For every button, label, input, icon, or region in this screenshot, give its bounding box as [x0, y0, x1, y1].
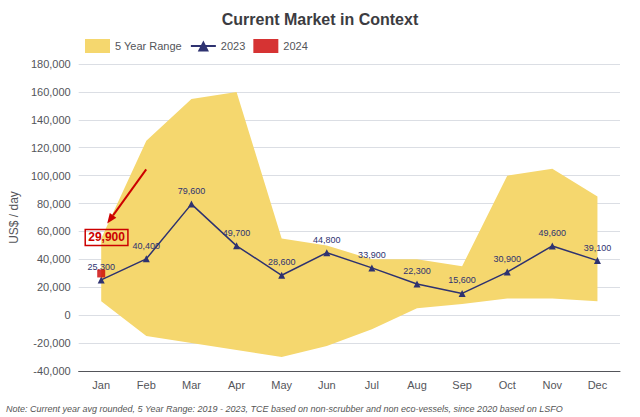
svg-text:5 Year Range: 5 Year Range — [115, 40, 182, 52]
svg-text:29,900: 29,900 — [88, 230, 125, 244]
svg-text:40,000: 40,000 — [37, 253, 71, 265]
svg-text:Sep: Sep — [452, 379, 472, 391]
svg-text:0: 0 — [65, 309, 71, 321]
svg-text:180,000: 180,000 — [31, 58, 71, 70]
svg-text:-40,000: -40,000 — [33, 365, 70, 377]
svg-text:15,600: 15,600 — [448, 275, 476, 285]
svg-text:30,900: 30,900 — [493, 254, 521, 264]
svg-text:79,600: 79,600 — [178, 186, 206, 196]
svg-text:140,000: 140,000 — [31, 114, 71, 126]
svg-text:-20,000: -20,000 — [33, 337, 70, 349]
svg-text:Apr: Apr — [228, 379, 245, 391]
svg-text:80,000: 80,000 — [37, 198, 71, 210]
svg-text:US$ / day: US$ / day — [7, 191, 21, 244]
svg-text:Jul: Jul — [365, 379, 379, 391]
svg-text:May: May — [271, 379, 292, 391]
svg-text:Mar: Mar — [182, 379, 201, 391]
svg-text:Note: Current year avg rounded: Note: Current year avg rounded, 5 Year R… — [6, 404, 563, 414]
svg-text:28,600: 28,600 — [268, 257, 296, 267]
svg-text:Jan: Jan — [92, 379, 110, 391]
svg-text:20,000: 20,000 — [37, 281, 71, 293]
svg-text:49,600: 49,600 — [539, 228, 567, 238]
svg-text:25,300: 25,300 — [87, 261, 115, 272]
svg-text:160,000: 160,000 — [31, 86, 71, 98]
svg-text:Oct: Oct — [499, 379, 516, 391]
svg-text:22,300: 22,300 — [403, 266, 431, 276]
svg-text:Current Market in Context: Current Market in Context — [222, 11, 419, 28]
svg-text:40,400: 40,400 — [133, 241, 161, 251]
svg-text:Nov: Nov — [543, 379, 563, 391]
svg-text:Jun: Jun — [318, 379, 336, 391]
svg-text:33,900: 33,900 — [358, 250, 386, 260]
svg-text:44,800: 44,800 — [313, 235, 341, 245]
svg-text:2023: 2023 — [221, 40, 245, 52]
svg-text:Dec: Dec — [588, 379, 608, 391]
svg-text:49,700: 49,700 — [223, 228, 251, 238]
svg-text:39,100: 39,100 — [584, 243, 612, 253]
svg-text:2024: 2024 — [283, 40, 307, 52]
svg-text:120,000: 120,000 — [31, 142, 71, 154]
svg-text:Feb: Feb — [137, 379, 156, 391]
svg-text:60,000: 60,000 — [37, 225, 71, 237]
svg-text:100,000: 100,000 — [31, 170, 71, 182]
svg-text:Aug: Aug — [407, 379, 427, 391]
